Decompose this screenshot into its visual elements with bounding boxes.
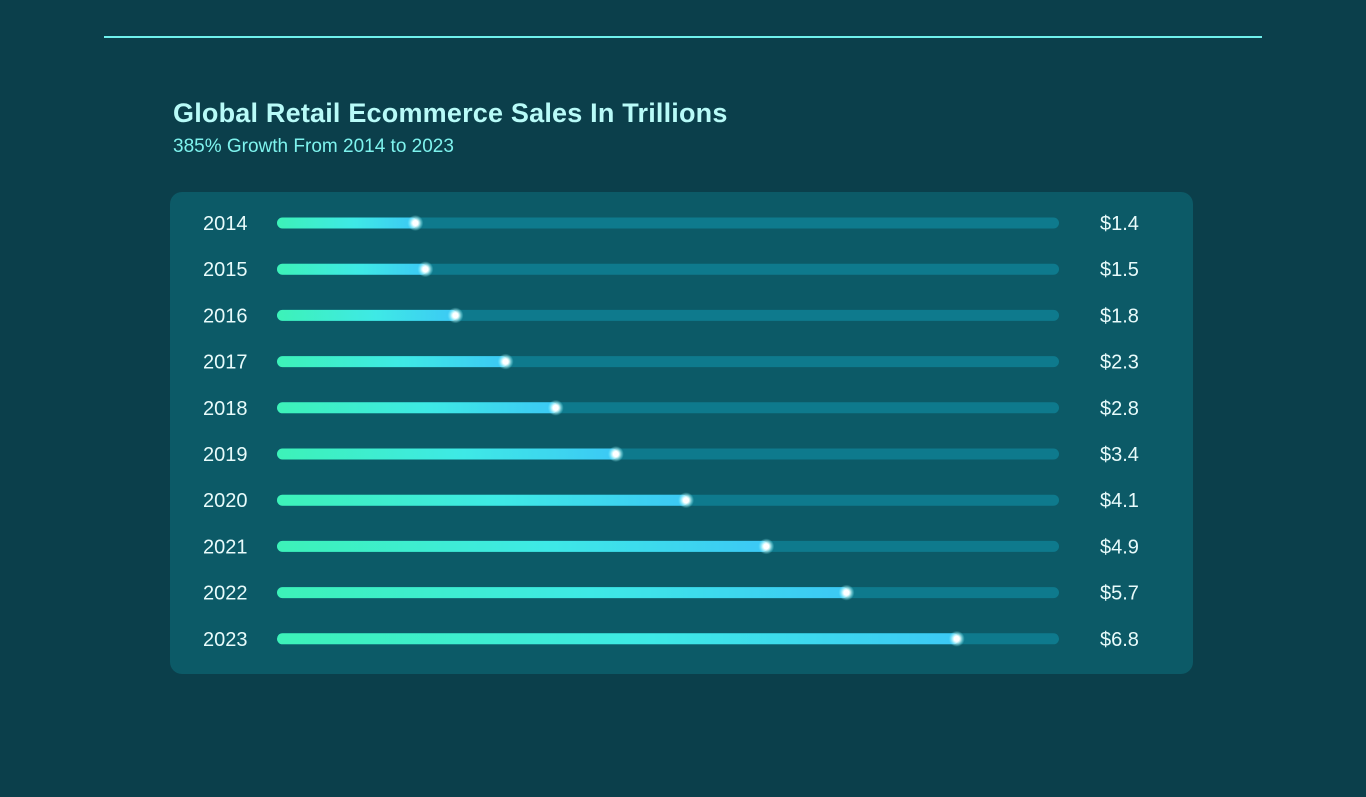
value-label: $1.4: [1100, 213, 1139, 235]
bar: [277, 309, 458, 321]
value-label: $2.8: [1100, 398, 1139, 420]
year-label: 2016: [203, 305, 248, 327]
bar-chart: 2014 $1.4 2015 $1.5 2016 $1.8 2017 $2.3 2018 $2.8…: [203, 213, 1139, 651]
year-label: 2019: [203, 444, 248, 466]
year-label: 2023: [203, 629, 248, 651]
bar-track: [277, 263, 1059, 275]
value-label: $1.8: [1100, 305, 1139, 327]
bar: [277, 356, 508, 368]
bar-track: [277, 217, 1059, 229]
bar: [277, 448, 618, 460]
bar-end-dot: [552, 404, 559, 411]
year-label: 2015: [203, 259, 248, 281]
bar-track: [277, 309, 1059, 321]
value-label: $4.9: [1100, 536, 1139, 558]
value-label: $6.8: [1100, 629, 1139, 651]
value-label: $4.1: [1100, 490, 1139, 512]
bar: [277, 540, 769, 552]
value-label: $2.3: [1100, 352, 1139, 374]
bar-end-dot: [412, 220, 419, 226]
value-label: $3.4: [1100, 444, 1139, 466]
bar-row: 2022 $5.7: [203, 583, 1139, 605]
chart-panel: 2014 $1.4 2015 $1.5 2016 $1.8 2017 $2.3 2018 $2.8…: [170, 192, 1193, 674]
year-label: 2018: [203, 398, 248, 420]
bar-end-dot: [612, 451, 619, 457]
bar-end-dot: [683, 497, 690, 504]
year-label: 2022: [203, 583, 248, 605]
bar-row: 2016 $1.8: [203, 305, 1139, 327]
bar-end-dot: [502, 358, 509, 365]
bar-row: 2020 $4.1: [203, 490, 1139, 512]
bar-end-dot: [452, 312, 459, 319]
bar: [277, 402, 558, 414]
bar-row: 2014 $1.4: [203, 213, 1139, 235]
bar-end-dot: [953, 635, 960, 642]
year-label: 2021: [203, 536, 248, 558]
bar-row: 2017 $2.3: [203, 352, 1139, 374]
year-label: 2014: [203, 213, 248, 235]
top-divider-line: [104, 36, 1262, 38]
value-label: $1.5: [1100, 259, 1139, 281]
bar-row: 2021 $4.9: [203, 536, 1139, 558]
bar-end-dot: [422, 266, 429, 273]
chart-subtitle: 385% Growth From 2014 to 2023: [173, 136, 454, 157]
bar-row: 2019 $3.4: [203, 444, 1139, 466]
bar-row: 2023 $6.8: [203, 629, 1139, 651]
chart-title: Global Retail Ecommerce Sales In Trillio…: [173, 98, 728, 128]
bar: [277, 263, 428, 275]
bar-end-dot: [763, 543, 770, 550]
year-label: 2017: [203, 352, 248, 374]
bar-end-dot: [843, 589, 850, 596]
bar: [277, 587, 849, 599]
bar: [277, 633, 959, 645]
bar-row: 2015 $1.5: [203, 259, 1139, 281]
bar: [277, 494, 689, 506]
bar: [277, 217, 418, 229]
year-label: 2020: [203, 490, 248, 512]
bar-row: 2018 $2.8: [203, 398, 1139, 420]
value-label: $5.7: [1100, 583, 1139, 605]
